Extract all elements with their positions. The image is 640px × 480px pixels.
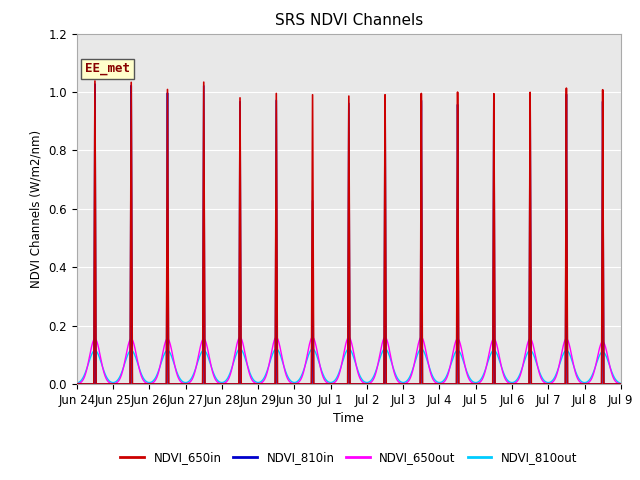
NDVI_810out	[236, 346, 244, 352]
NDVI_810in	[424, 381, 431, 387]
NDVI_810in	[276, 381, 284, 387]
NDVI_810in	[617, 381, 625, 387]
Y-axis label: NDVI Channels (W/m2/nm): NDVI Channels (W/m2/nm)	[30, 130, 43, 288]
Line: NDVI_810in: NDVI_810in	[77, 84, 621, 384]
Text: EE_met: EE_met	[85, 62, 130, 75]
NDVI_650in	[615, 381, 623, 387]
NDVI_650out	[617, 381, 625, 387]
Line: NDVI_650in: NDVI_650in	[77, 81, 621, 384]
NDVI_810in	[615, 381, 623, 387]
NDVI_650in	[276, 381, 284, 387]
NDVI_810out	[189, 372, 197, 378]
Line: NDVI_810out: NDVI_810out	[77, 349, 621, 384]
NDVI_810out	[184, 379, 191, 385]
NDVI_650out	[276, 347, 284, 352]
NDVI_650in	[73, 381, 81, 387]
Title: SRS NDVI Channels: SRS NDVI Channels	[275, 13, 423, 28]
NDVI_810out	[73, 381, 81, 386]
NDVI_810out	[615, 380, 623, 385]
NDVI_810in	[184, 381, 191, 387]
NDVI_810in	[189, 381, 197, 387]
X-axis label: Time: Time	[333, 412, 364, 425]
NDVI_810out	[617, 381, 625, 386]
NDVI_810out	[501, 373, 509, 379]
NDVI_810in	[501, 381, 509, 387]
NDVI_650in	[91, 78, 99, 84]
NDVI_810in	[91, 81, 99, 87]
NDVI_810out	[424, 360, 431, 366]
NDVI_810out	[276, 353, 284, 359]
NDVI_650out	[184, 381, 191, 386]
NDVI_650out	[424, 358, 431, 364]
NDVI_650in	[184, 381, 191, 387]
Legend: NDVI_650in, NDVI_810in, NDVI_650out, NDVI_810out: NDVI_650in, NDVI_810in, NDVI_650out, NDV…	[116, 446, 582, 468]
NDVI_810in	[73, 381, 81, 387]
Line: NDVI_650out: NDVI_650out	[77, 337, 621, 384]
NDVI_650out	[189, 374, 197, 380]
NDVI_650in	[617, 381, 625, 387]
NDVI_650out	[615, 381, 623, 386]
NDVI_650in	[424, 381, 431, 387]
NDVI_650out	[236, 335, 244, 340]
NDVI_650in	[501, 381, 509, 387]
NDVI_650out	[501, 376, 509, 382]
NDVI_650in	[189, 381, 197, 387]
NDVI_650out	[73, 381, 81, 387]
